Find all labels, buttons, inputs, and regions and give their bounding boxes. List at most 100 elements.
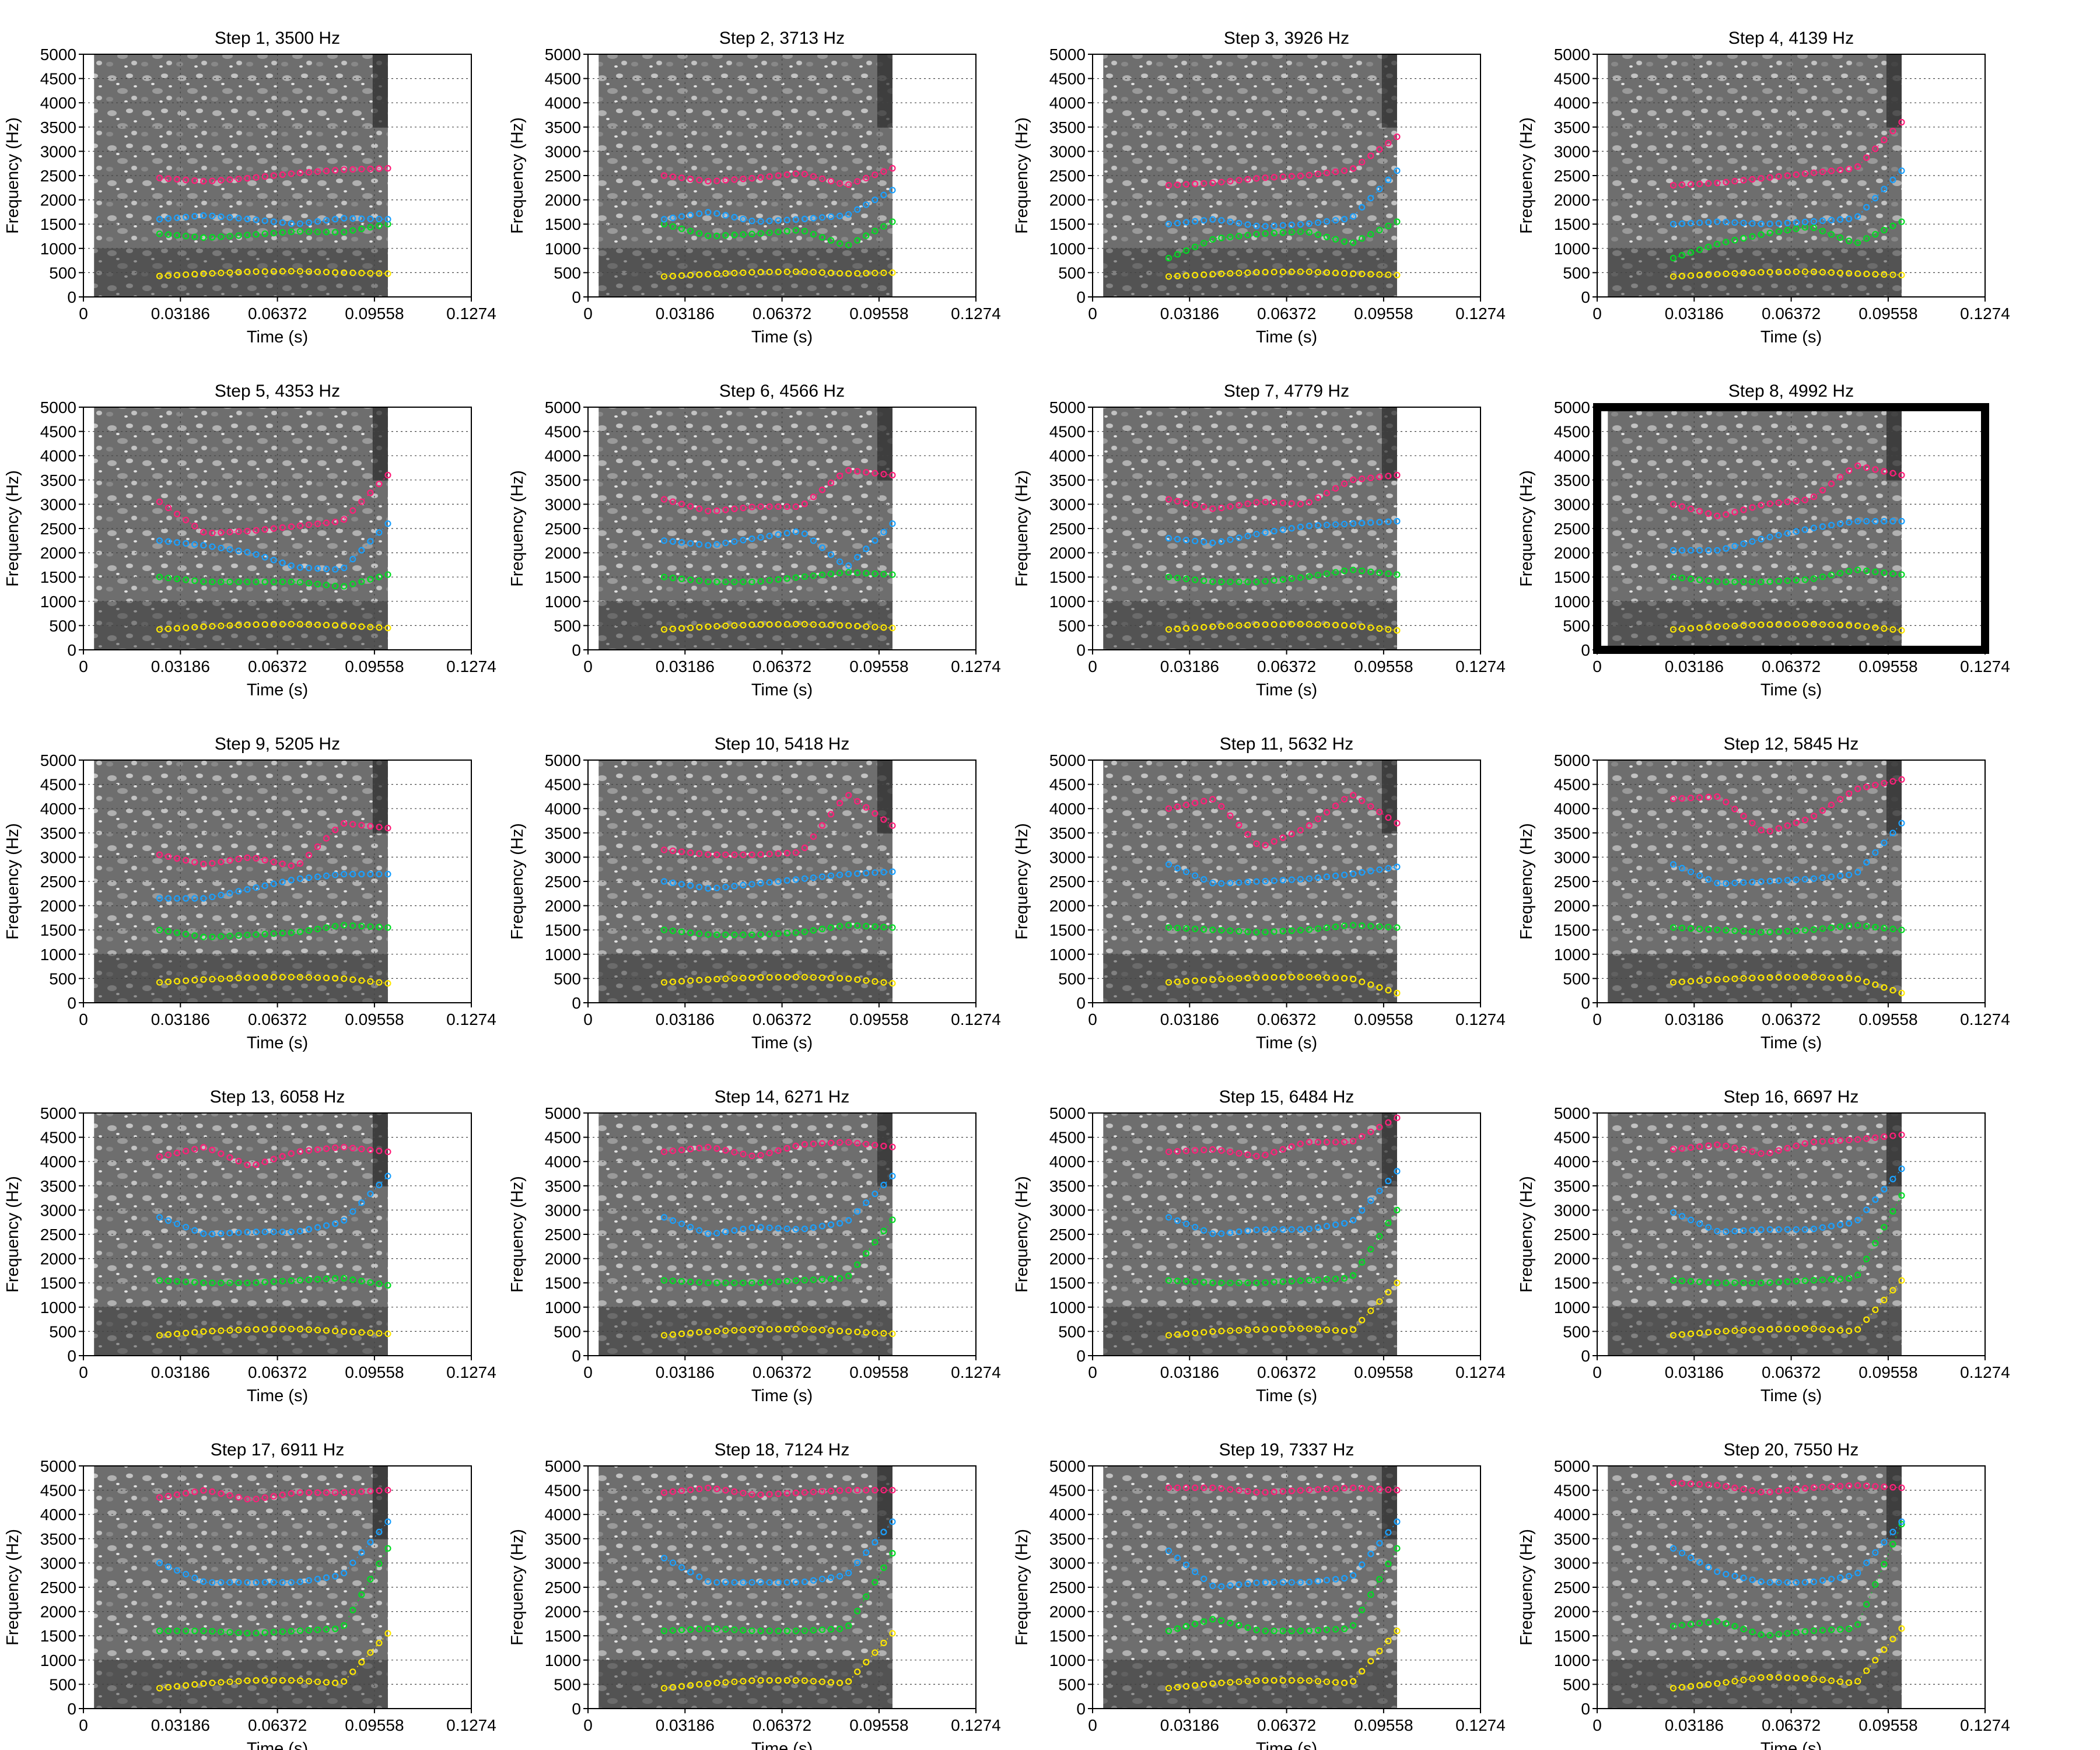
formant-point bbox=[748, 269, 755, 276]
formant-point bbox=[757, 1279, 764, 1286]
spectrogram-dark-region bbox=[1886, 55, 1902, 128]
formant-point bbox=[1714, 240, 1721, 248]
formant-point bbox=[818, 621, 826, 628]
formant-point bbox=[296, 1489, 304, 1496]
x-tick-label: 0.03186 bbox=[1665, 657, 1724, 676]
formant-point bbox=[1174, 625, 1181, 632]
formant-point bbox=[1183, 1683, 1190, 1690]
formant-point bbox=[1828, 167, 1835, 174]
formant-point bbox=[863, 1199, 870, 1206]
formant-point bbox=[889, 1487, 896, 1494]
formant-point bbox=[349, 1328, 356, 1335]
formant-point bbox=[1714, 926, 1721, 933]
formant-point bbox=[183, 1147, 190, 1154]
formant-point bbox=[705, 1279, 712, 1286]
formant-point bbox=[1749, 1326, 1756, 1334]
formant-series-f4 bbox=[1165, 471, 1401, 512]
formant-point bbox=[270, 974, 277, 981]
formant-point bbox=[766, 1628, 773, 1634]
formant-series-f4 bbox=[660, 467, 896, 514]
formant-point bbox=[1670, 861, 1677, 868]
y-tick-label: 2000 bbox=[40, 1603, 76, 1621]
formant-point bbox=[156, 1332, 163, 1339]
x-tick-label: 0.1274 bbox=[446, 1363, 496, 1381]
formant-point bbox=[218, 1679, 225, 1686]
y-tick-label: 2500 bbox=[1049, 520, 1086, 538]
formant-point bbox=[889, 868, 896, 875]
formant-point bbox=[1819, 1676, 1826, 1684]
formant-point bbox=[748, 1627, 755, 1634]
y-tick-label: 500 bbox=[554, 617, 581, 635]
formant-point bbox=[261, 1677, 268, 1684]
formant-point bbox=[1288, 1628, 1295, 1634]
formant-point bbox=[279, 1278, 286, 1284]
formant-point bbox=[1696, 794, 1703, 801]
formant-point bbox=[270, 859, 277, 866]
grid bbox=[1093, 760, 1480, 1003]
x-tick-label: 0.06372 bbox=[752, 1010, 811, 1028]
formant-series-f4 bbox=[1670, 462, 1905, 520]
formant-point bbox=[1758, 578, 1765, 586]
formant-point bbox=[288, 1677, 295, 1684]
formant-point bbox=[1288, 1278, 1295, 1284]
formant-point bbox=[1350, 213, 1357, 220]
formant-point bbox=[1775, 1325, 1782, 1333]
formant-point bbox=[731, 214, 738, 220]
formant-point bbox=[731, 883, 738, 890]
formant-point bbox=[1174, 1484, 1181, 1492]
formant-point bbox=[1262, 268, 1269, 276]
formant-point bbox=[1306, 621, 1313, 628]
y-tick-label: 500 bbox=[1058, 617, 1086, 635]
formant-point bbox=[1165, 924, 1172, 931]
formant-point bbox=[288, 578, 295, 586]
formant-point bbox=[660, 1148, 668, 1156]
formant-point bbox=[1385, 626, 1392, 633]
formant-point bbox=[253, 174, 260, 181]
y-tick-label: 3500 bbox=[545, 471, 581, 489]
formant-series-f2 bbox=[1670, 218, 1905, 262]
formant-series-f2 bbox=[1165, 922, 1401, 936]
y-tick-label: 5000 bbox=[1049, 1457, 1086, 1475]
x-tick-label: 0 bbox=[1592, 1010, 1602, 1028]
formant-point bbox=[863, 1140, 870, 1148]
formant-point bbox=[1881, 1646, 1888, 1653]
formant-point bbox=[1836, 1275, 1844, 1282]
formant-point bbox=[660, 1214, 668, 1221]
formant-series-f3 bbox=[1670, 820, 1905, 887]
formant-point bbox=[1854, 270, 1861, 277]
formant-point bbox=[687, 1146, 694, 1153]
formant-series-f2 bbox=[660, 218, 896, 249]
formant-point bbox=[1819, 1326, 1826, 1333]
formant-point bbox=[1688, 1216, 1695, 1223]
formant-point bbox=[836, 1220, 844, 1227]
formant-point bbox=[191, 1681, 198, 1688]
formant-point bbox=[889, 1518, 896, 1525]
formant-point bbox=[1881, 1133, 1888, 1140]
formant-point bbox=[827, 974, 835, 982]
formant-point bbox=[191, 1628, 198, 1634]
formant-point bbox=[1183, 1330, 1190, 1338]
formant-point bbox=[1192, 218, 1199, 225]
formant-point bbox=[1714, 1328, 1721, 1335]
formant-point bbox=[880, 223, 887, 230]
formant-point bbox=[209, 177, 216, 184]
formant-point bbox=[376, 923, 383, 930]
y-tick-label: 0 bbox=[1581, 288, 1590, 306]
formant-point bbox=[1174, 1148, 1181, 1155]
x-tick-label: 0.1274 bbox=[951, 1010, 1001, 1028]
formant-point bbox=[863, 545, 870, 552]
formant-point bbox=[209, 1328, 216, 1335]
y-tick-label: 4000 bbox=[1049, 1153, 1086, 1171]
formant-point bbox=[1270, 1628, 1278, 1634]
formant-point bbox=[1749, 504, 1756, 511]
formant-point bbox=[1236, 270, 1242, 276]
formant-point bbox=[261, 268, 268, 275]
y-axis-label: Frequency (Hz) bbox=[1013, 470, 1031, 587]
formant-point bbox=[1881, 226, 1888, 234]
formant-point bbox=[376, 1330, 383, 1337]
y-tick-label: 1000 bbox=[1049, 946, 1086, 964]
formant-point bbox=[1819, 1224, 1826, 1231]
formant-point bbox=[1784, 1226, 1791, 1233]
formant-point bbox=[288, 1325, 295, 1332]
formant-point bbox=[1696, 624, 1703, 631]
